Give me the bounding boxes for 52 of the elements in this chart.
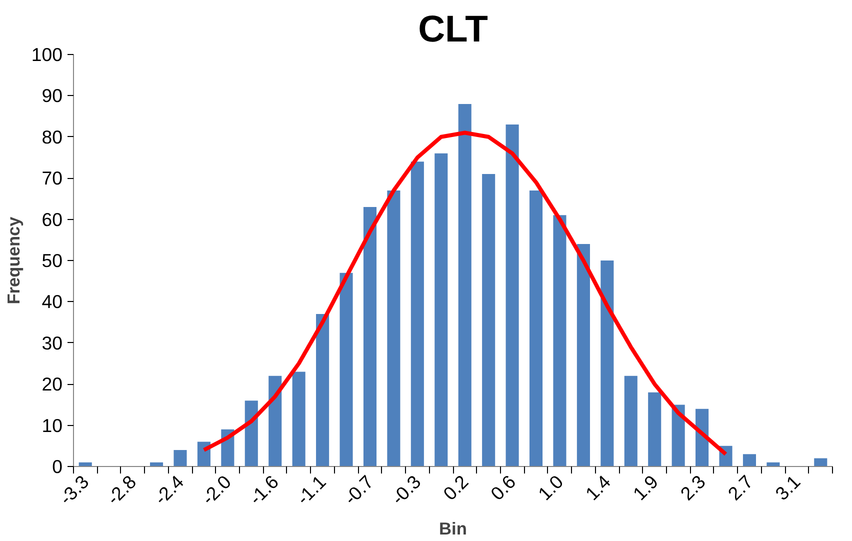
bar <box>340 272 353 466</box>
bar <box>316 314 330 466</box>
y-tick-label: 20 <box>42 374 63 395</box>
y-tick-label: 30 <box>42 332 63 354</box>
bar <box>814 458 828 466</box>
x-tick-label: 3.1 <box>771 471 804 504</box>
x-tick-label: 2.7 <box>724 471 757 504</box>
y-tick-label: 40 <box>42 291 63 312</box>
bar <box>363 206 377 466</box>
x-tick-label: -1.6 <box>244 471 283 509</box>
bar <box>576 244 590 466</box>
x-tick-label: 1.4 <box>581 471 615 504</box>
bar <box>742 454 756 466</box>
bar <box>434 153 448 466</box>
x-tick-label: 2.3 <box>676 471 710 504</box>
bar <box>244 400 258 466</box>
x-tick-label: -0.7 <box>340 471 378 509</box>
y-tick-label: 0 <box>52 456 63 477</box>
bar <box>648 392 662 466</box>
y-tick-label: 70 <box>42 168 63 189</box>
bar <box>387 190 400 466</box>
bar <box>174 450 187 466</box>
x-tick-label: -1.1 <box>292 471 330 509</box>
y-tick-label: 10 <box>42 414 63 436</box>
bar <box>553 215 566 466</box>
y-tick-label: 80 <box>42 126 63 148</box>
bar <box>268 376 282 466</box>
x-tick-label: -2.4 <box>150 471 188 509</box>
bar <box>506 124 519 466</box>
x-tick-label: -2.8 <box>102 471 140 509</box>
x-tick-label: 0.6 <box>486 471 520 504</box>
bar <box>624 376 638 466</box>
bar <box>600 260 614 466</box>
x-tick-label: 1.9 <box>628 471 662 504</box>
y-tick-label: 50 <box>42 250 63 271</box>
x-axis-title: Bin <box>439 518 467 538</box>
bar <box>672 404 685 466</box>
bar <box>482 174 496 466</box>
y-tick-label: 60 <box>42 208 63 230</box>
bar <box>292 372 306 466</box>
x-tick-label: -0.3 <box>387 471 425 509</box>
bar <box>529 190 543 466</box>
bar <box>410 162 424 466</box>
line-series <box>202 130 728 456</box>
y-axis-title: Frequency <box>3 216 24 304</box>
chart-title: CLT <box>418 8 488 50</box>
y-tick-label: 90 <box>42 85 63 106</box>
x-tick-label: 1.0 <box>534 471 568 504</box>
y-tick-label: 100 <box>31 44 63 65</box>
bar <box>458 104 472 466</box>
x-tick-label: 0.2 <box>439 471 472 504</box>
x-tick-label: -2.0 <box>198 471 236 509</box>
